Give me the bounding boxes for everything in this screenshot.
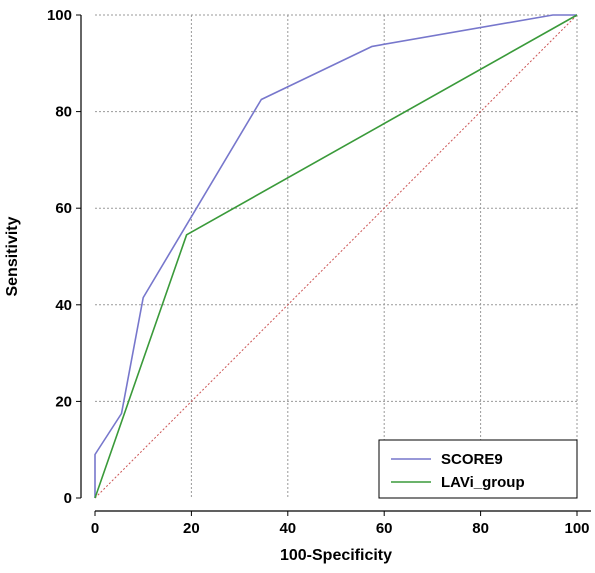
reference-diagonal-line: [94, 14, 578, 499]
y-axis-title: Sensitivity: [4, 216, 21, 296]
series-line-lavi-group: [94, 14, 578, 499]
x-tick-label: 60: [376, 520, 393, 537]
x-tick-label: 80: [472, 520, 489, 537]
x-tick-label: 20: [183, 520, 200, 537]
x-axis-title: 100-Specificity: [280, 547, 392, 564]
x-tick-label: 40: [279, 520, 296, 537]
x-tick-label: 100: [564, 520, 589, 537]
x-tick-label: 0: [91, 520, 99, 537]
y-tick-label: 100: [47, 7, 72, 24]
legend-label-lavi-group: LAVi_group: [441, 474, 525, 491]
reference-layer: [94, 14, 578, 499]
legend-label-score9: SCORE9: [441, 451, 503, 468]
y-tick-label: 60: [55, 200, 72, 217]
y-tick-label: 40: [55, 297, 72, 314]
axes-layer: [80, 15, 591, 512]
y-tick-label: 80: [55, 104, 72, 121]
legend-box: [378, 439, 578, 499]
y-tick-label: 0: [64, 490, 72, 507]
series-line-score9: [94, 14, 577, 498]
grid-layer: [95, 14, 578, 498]
ticks-layer: 0 20 40 60 80 100 0 20 40 60 80 100: [47, 7, 590, 537]
y-tick-label: 20: [55, 393, 72, 410]
series-layer: [94, 14, 578, 499]
legend: SCORE9 LAVi_group: [378, 439, 578, 499]
